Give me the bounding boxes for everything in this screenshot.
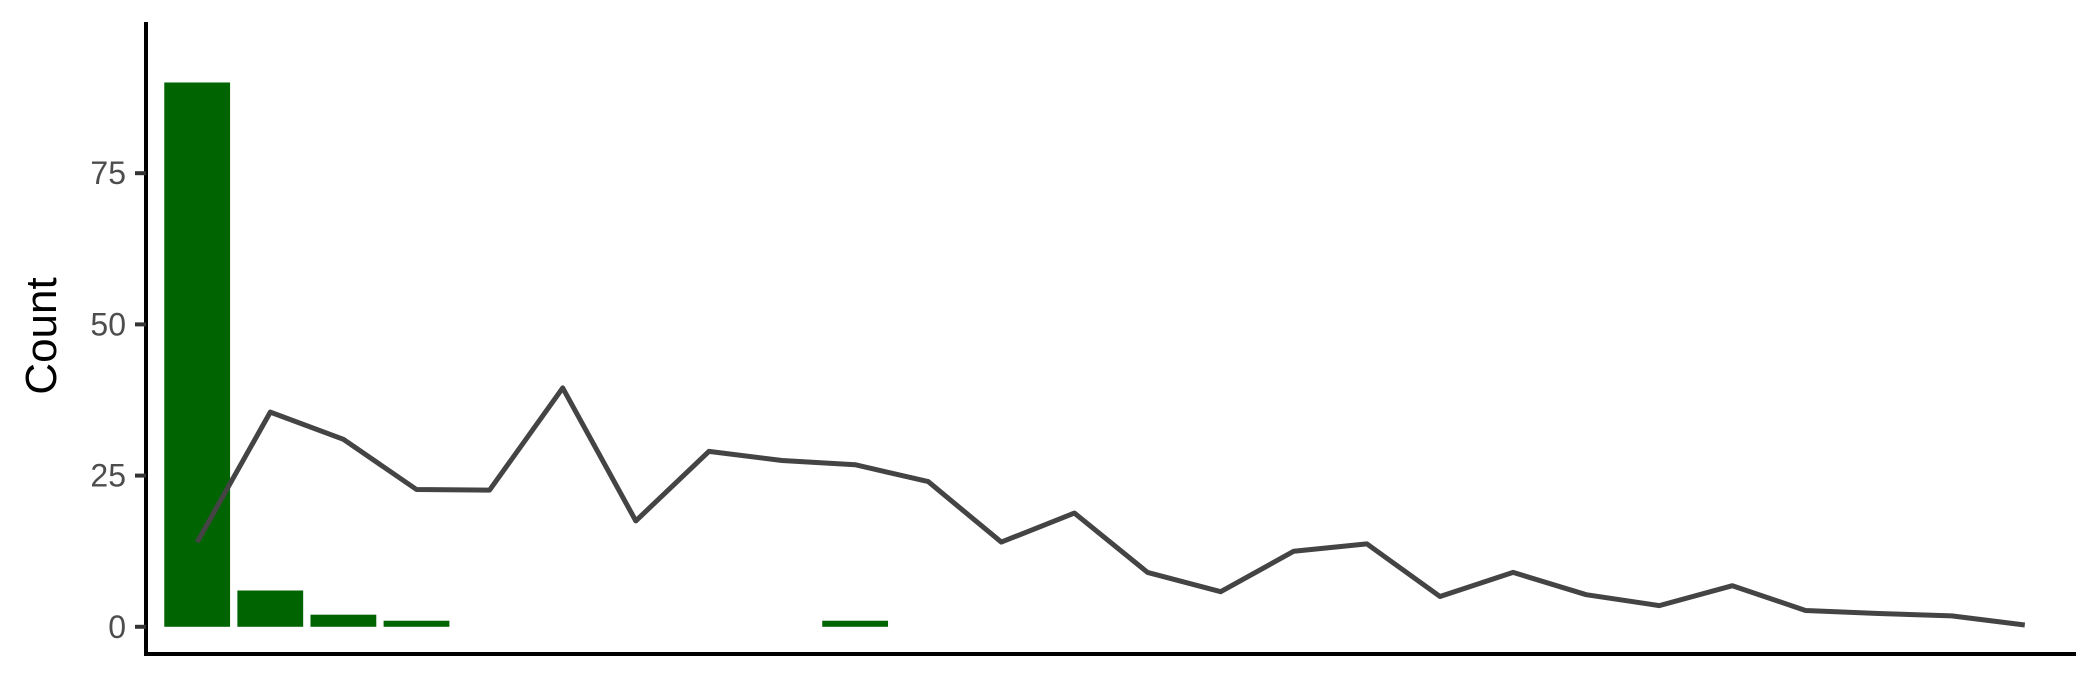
bar-1 <box>164 82 231 627</box>
bar-3 <box>310 614 377 627</box>
bar-4 <box>383 620 450 627</box>
y-tick-label-75: 75 <box>90 155 126 191</box>
bar-5 <box>822 620 889 627</box>
y-tick-label-50: 50 <box>90 306 126 342</box>
bar-2 <box>237 590 304 627</box>
axes: 0 25 50 75 <box>90 22 2076 656</box>
line-layer <box>195 385 2026 628</box>
y-tick-label-25: 25 <box>90 458 126 494</box>
series-line <box>195 385 2026 628</box>
y-axis-title: Count <box>17 277 66 394</box>
y-tick-label-0: 0 <box>108 609 126 645</box>
bars-layer <box>164 82 889 627</box>
